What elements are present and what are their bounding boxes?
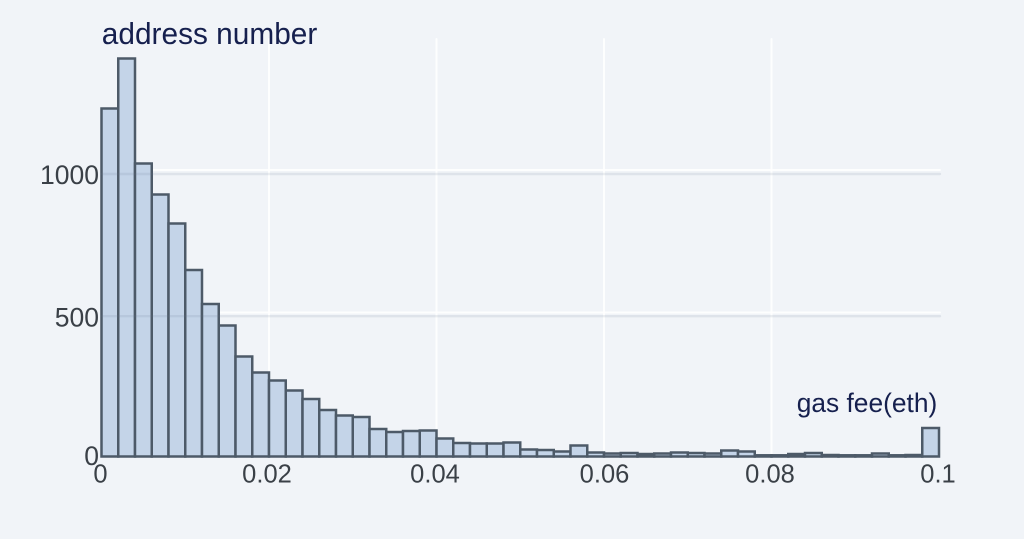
svg-text:gas fee(eth): gas fee(eth) xyxy=(797,388,938,418)
svg-text:0.06: 0.06 xyxy=(580,461,630,489)
svg-text:0: 0 xyxy=(84,441,99,471)
svg-text:500: 500 xyxy=(55,303,99,333)
svg-text:0: 0 xyxy=(93,461,107,489)
svg-text:1000: 1000 xyxy=(40,160,99,190)
svg-text:0.02: 0.02 xyxy=(242,461,292,489)
svg-text:0.1: 0.1 xyxy=(920,461,955,489)
svg-text:address number: address number xyxy=(102,16,317,51)
svg-text:0.04: 0.04 xyxy=(410,461,460,489)
svg-text:0.08: 0.08 xyxy=(745,461,795,489)
